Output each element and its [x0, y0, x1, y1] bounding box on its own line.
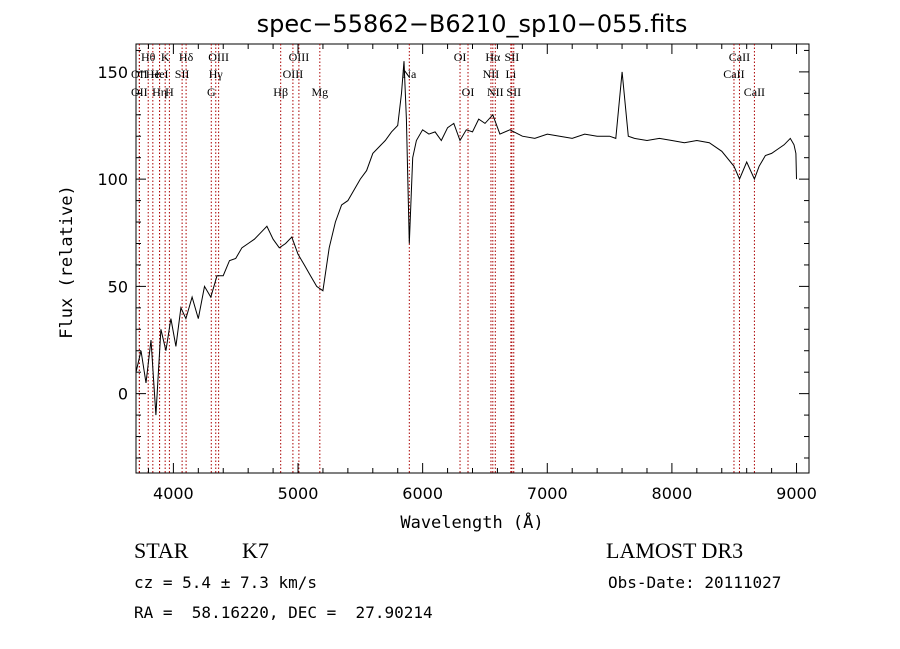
spectral-line-label: NII — [487, 85, 504, 99]
spectral-line-label: CaII — [744, 85, 765, 99]
spectral-line-label: OIII — [208, 50, 229, 64]
spectral-line-label: Hη — [152, 85, 167, 99]
x-tick-label: 8000 — [652, 484, 693, 503]
spectral-line-label: SII — [175, 67, 190, 81]
observation-date: Obs-Date: 20111027 — [608, 573, 782, 592]
spectral-line-label: OIII — [283, 67, 304, 81]
spectral-line-label: Li — [506, 67, 517, 81]
spectral-line-label: Mg — [311, 85, 328, 99]
object-subclass: K7 — [242, 538, 269, 563]
x-tick-label: 4000 — [153, 484, 194, 503]
object-class: STAR — [134, 538, 189, 563]
spectral-line-label: Hγ — [209, 67, 224, 81]
spectral-line-label: OI — [454, 50, 467, 64]
y-axis-label: Flux (relative) — [57, 185, 77, 339]
y-tick-label: 100 — [97, 170, 128, 189]
spectral-line-label: CaII — [723, 67, 744, 81]
spectral-line-label: Hδ — [179, 50, 194, 64]
spectral-line-label: Hβ — [273, 85, 288, 99]
spectral-line-label: NII — [483, 67, 500, 81]
spectral-line-label: OIII — [289, 50, 310, 64]
spectral-line-label: He — [146, 67, 160, 81]
spectral-line-label: Hθ — [141, 50, 156, 64]
spectral-line-label: G — [207, 85, 216, 99]
chart-title: spec−55862−B6210_sp10−055.fits — [257, 10, 688, 38]
spectral-line-label: H — [165, 85, 174, 99]
redshift-readout: cz = 5.4 ± 7.3 km/s — [134, 573, 318, 592]
spectral-line-label: OII — [131, 67, 148, 81]
spectral-line-markers — [138, 44, 755, 473]
spectral-line-label: OI — [462, 85, 475, 99]
plot-frame — [135, 43, 810, 474]
x-axis-label: Wavelength (Å) — [400, 511, 543, 533]
spectral-line-label: Hα — [485, 50, 501, 64]
spectral-line-label: SII — [506, 85, 521, 99]
spectral-line-label: Na — [402, 67, 417, 81]
spectral-line-label: SII — [505, 50, 520, 64]
x-tick-label: 6000 — [402, 484, 443, 503]
spectral-line-label: CaII — [729, 50, 750, 64]
x-tick-label: 7000 — [527, 484, 568, 503]
x-tick-label: 5000 — [278, 484, 319, 503]
spectral-line-label: HeI — [151, 67, 169, 81]
spectral-line-label: OII — [131, 85, 148, 99]
y-tick-label: 50 — [108, 277, 128, 296]
survey-name: LAMOST DR3 — [606, 538, 744, 563]
spectrum-line — [135, 61, 797, 416]
y-tick-label: 0 — [118, 385, 128, 404]
axis-tick-labels: 4000 5000 6000 7000 8000 9000 0 50 100 150 — [97, 63, 816, 503]
coordinates-readout: RA = 58.16220, DEC = 27.90214 — [134, 603, 433, 622]
x-tick-label: 9000 — [776, 484, 817, 503]
spectral-line-label: K — [161, 50, 170, 64]
axis-ticks — [136, 44, 809, 473]
y-tick-label: 150 — [97, 63, 128, 82]
